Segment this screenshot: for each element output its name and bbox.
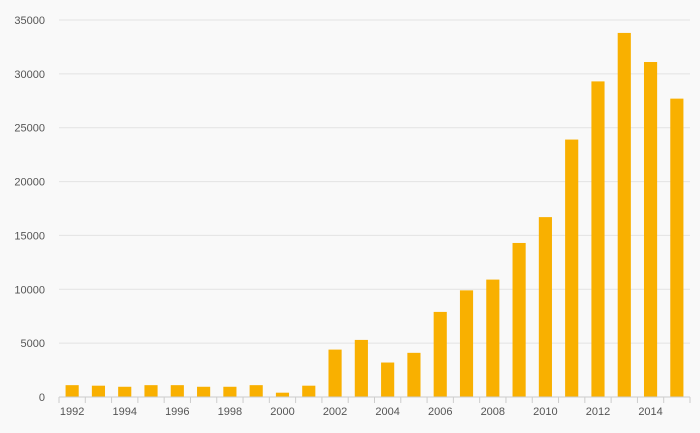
bar-2013: [617, 32, 631, 397]
bar-2007: [459, 290, 474, 397]
x-tick-label: 2012: [586, 406, 610, 418]
x-tick-label: 2008: [481, 406, 505, 418]
bar-2012: [591, 81, 605, 397]
x-axis: 1992 1994 1996 1998 2000 2002 2004 2006 2008 2010…: [60, 406, 663, 418]
y-axis: 0 5000 10000 15000 20000 25000 30000 35000: [14, 15, 45, 404]
x-tick-label: 2006: [428, 406, 452, 418]
bar-1999: [249, 385, 263, 397]
bar-2015: [670, 98, 684, 397]
x-tick-label: 1998: [218, 406, 242, 418]
x-tick-label: 1992: [60, 406, 84, 418]
bars: [65, 32, 684, 397]
bar-2010: [538, 217, 552, 397]
x-tick-label: 2010: [533, 406, 557, 418]
bar-2005: [407, 352, 421, 397]
bar-1994: [118, 386, 132, 397]
x-axis-ticks: [58, 397, 691, 403]
bar-2008: [486, 279, 500, 397]
bar-2006: [433, 311, 447, 397]
bar-1998: [223, 386, 237, 397]
x-tick-label: 1994: [112, 406, 136, 418]
bar-2002: [328, 349, 342, 397]
y-tick-label: 0: [39, 392, 45, 404]
x-tick-label: 2002: [323, 406, 347, 418]
bar-1993: [91, 385, 106, 397]
bar-2001: [302, 385, 316, 397]
y-tick-label: 25000: [14, 123, 45, 135]
y-tick-label: 30000: [14, 69, 45, 81]
bar-2000: [275, 392, 290, 397]
x-tick-label: 2014: [638, 406, 662, 418]
x-tick-label: 1996: [165, 406, 189, 418]
bar-2011: [565, 139, 579, 397]
bar-1992: [65, 385, 79, 397]
bar-1995: [144, 385, 158, 397]
bar-1996: [170, 385, 184, 397]
y-tick-label: 35000: [14, 15, 45, 27]
bar-2004: [381, 362, 395, 397]
y-tick-label: 20000: [14, 177, 45, 189]
y-tick-label: 10000: [14, 284, 45, 296]
y-tick-label: 15000: [14, 230, 45, 242]
y-tick-label: 5000: [21, 338, 45, 350]
grid-lines: [59, 19, 690, 344]
bar-2003: [354, 339, 368, 397]
x-tick-label: 2004: [375, 406, 399, 418]
bar-2009: [512, 242, 526, 397]
bar-1997: [197, 386, 211, 397]
x-tick-label: 2000: [270, 406, 294, 418]
bar-2014: [643, 62, 658, 397]
